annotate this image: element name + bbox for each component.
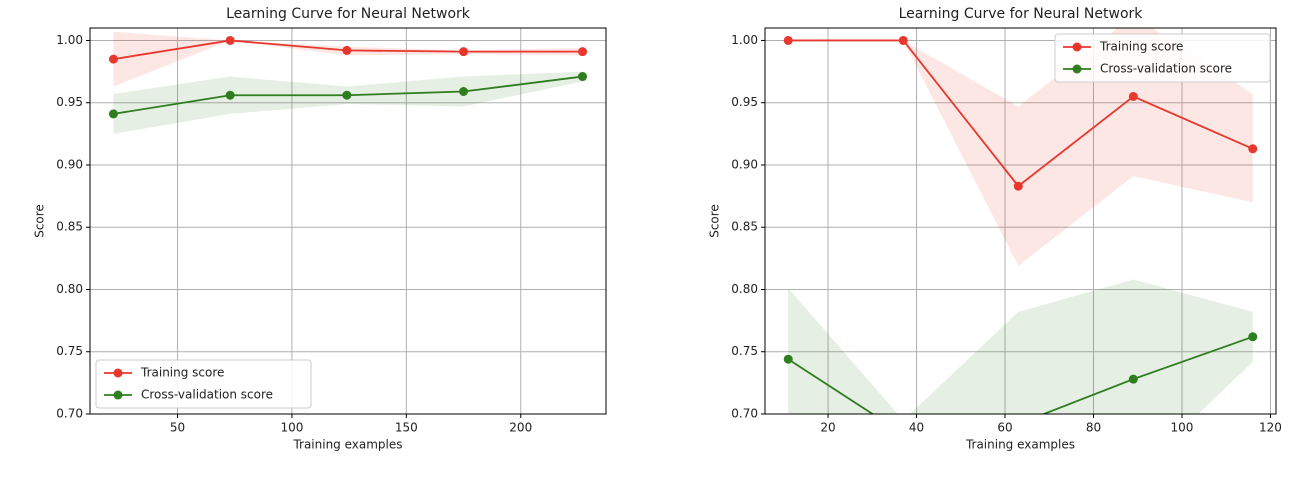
x-axis-label: Training examples — [292, 438, 402, 452]
axes-frame — [764, 27, 1277, 415]
marker — [783, 35, 793, 45]
std-band — [788, 28, 1253, 266]
x-tick-label: 20 — [820, 421, 835, 435]
legend-label: Training score — [140, 366, 224, 380]
plot-area — [783, 28, 1258, 438]
series-line — [787, 335, 1254, 414]
x-axis-label: Training examples — [965, 438, 1075, 452]
marker — [108, 54, 118, 64]
chart-title: Learning Curve for Neural Network — [899, 6, 1144, 22]
marker — [1128, 91, 1138, 101]
y-tick-label: 0.85 — [731, 220, 758, 234]
y-tick-label: 0.90 — [731, 157, 758, 171]
x-tick-label: 100 — [1171, 421, 1194, 435]
std-band — [113, 31, 583, 87]
y-tick-label: 0.80 — [731, 282, 758, 296]
y-tick-label: 0.70 — [731, 407, 758, 421]
legend-marker — [1072, 42, 1082, 52]
marker — [342, 90, 352, 100]
marker — [225, 90, 235, 100]
marker — [459, 47, 469, 57]
y-tick-label: 0.70 — [56, 407, 83, 421]
legend-marker — [1072, 64, 1082, 74]
y-tick-label: 0.80 — [56, 282, 83, 296]
marker — [1014, 419, 1023, 428]
y-tick-label: 0.95 — [731, 95, 758, 109]
legend-label: Cross-validation score — [1100, 62, 1232, 76]
marker — [108, 109, 118, 119]
marker — [578, 72, 588, 82]
marker — [1248, 144, 1258, 154]
y-tick-label: 1.00 — [731, 33, 758, 47]
plot-area — [108, 31, 588, 134]
x-tick-label: 50 — [170, 421, 185, 435]
legend-label: Cross-validation score — [141, 388, 273, 402]
chart-title: Learning Curve for Neural Network — [226, 6, 471, 22]
x-tick-label: 60 — [997, 421, 1012, 435]
marker — [225, 35, 235, 45]
axes-frame — [89, 27, 607, 415]
marker — [783, 354, 793, 364]
marker — [1248, 332, 1258, 342]
y-tick-label: 0.95 — [56, 95, 83, 109]
marker — [898, 35, 908, 45]
x-tick-label: 80 — [1086, 421, 1101, 435]
x-tick-label: 150 — [395, 421, 418, 435]
marker — [899, 429, 908, 438]
y-tick-label: 0.85 — [56, 220, 83, 234]
y-tick-label: 0.90 — [56, 157, 83, 171]
legend-box — [95, 359, 312, 409]
y-tick-label: 0.75 — [731, 344, 758, 358]
legend-label: Training score — [1099, 40, 1183, 54]
marker — [1128, 374, 1138, 384]
x-tick-label: 100 — [280, 421, 303, 435]
marker — [578, 47, 588, 57]
legend-marker — [113, 368, 123, 378]
y-axis-label: Score — [33, 204, 47, 238]
legend-box — [1054, 33, 1271, 83]
y-axis-label: Score — [708, 204, 722, 238]
x-tick-label: 120 — [1259, 421, 1282, 435]
y-tick-label: 1.00 — [56, 33, 83, 47]
y-tick-label: 0.75 — [56, 344, 83, 358]
std-band — [113, 71, 583, 134]
marker — [342, 45, 352, 55]
x-tick-label: 40 — [909, 421, 924, 435]
x-tick-label: 200 — [509, 421, 532, 435]
legend-marker — [113, 390, 123, 400]
marker — [459, 87, 469, 97]
marker — [1013, 181, 1023, 191]
